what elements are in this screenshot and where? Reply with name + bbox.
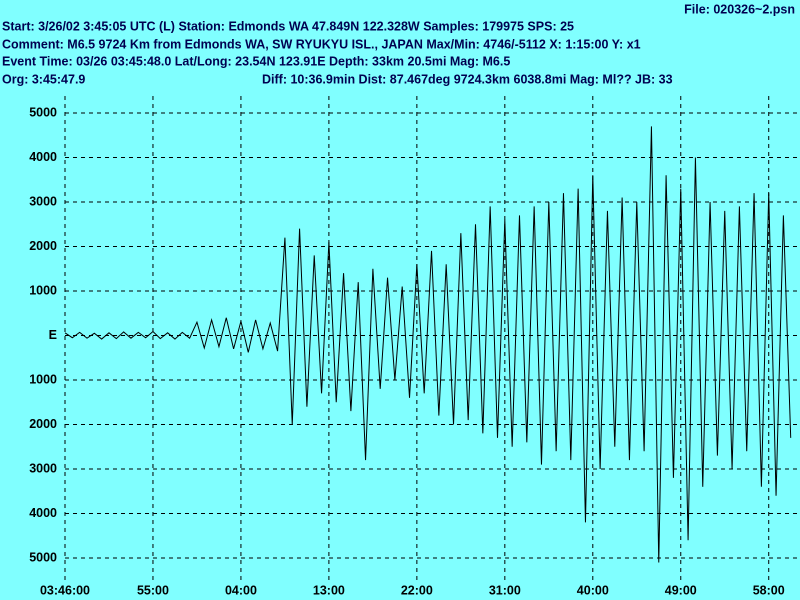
x-tick-label: 22:00 xyxy=(401,583,433,597)
y-tick-label: 3000 xyxy=(29,194,57,208)
x-tick-label: 40:00 xyxy=(577,583,609,597)
x-tick-label: 31:00 xyxy=(489,583,521,597)
x-tick-label: 58:00 xyxy=(753,583,785,597)
event-line: Event Time: 03/26 03:45:48.0 Lat/Long: 2… xyxy=(2,54,510,68)
y-tick-label: 2000 xyxy=(29,417,57,431)
x-tick-label: 03:46:00 xyxy=(40,583,90,597)
start-line: Start: 3/26/02 3:45:05 UTC (L) Station: … xyxy=(2,19,574,33)
y-tick-label: 5000 xyxy=(29,550,57,564)
y-tick-label: 2000 xyxy=(29,239,57,253)
y-tick-label: 4000 xyxy=(29,506,57,520)
comment-line: Comment: M6.5 9724 Km from Edmonds WA, S… xyxy=(2,37,641,51)
waveform xyxy=(64,126,792,563)
y-tick-label: 5000 xyxy=(29,105,57,119)
file-label: File: 020326~2.psn xyxy=(684,2,795,16)
y-tick-label: 1000 xyxy=(29,372,57,386)
y-tick-label: 1000 xyxy=(29,283,57,297)
x-tick-label: 04:00 xyxy=(225,583,257,597)
x-tick-label: 55:00 xyxy=(137,583,169,597)
x-tick-label: 13:00 xyxy=(313,583,345,597)
y-tick-label: 4000 xyxy=(29,150,57,164)
diff-line: Diff: 10:36.9min Dist: 87.467deg 9724.3k… xyxy=(262,72,673,86)
x-tick-label: 49:00 xyxy=(665,583,697,597)
org-line: Org: 3:45:47.9 xyxy=(2,72,85,86)
y-tick-label: 3000 xyxy=(29,461,57,475)
y-tick-label: E xyxy=(49,328,57,342)
